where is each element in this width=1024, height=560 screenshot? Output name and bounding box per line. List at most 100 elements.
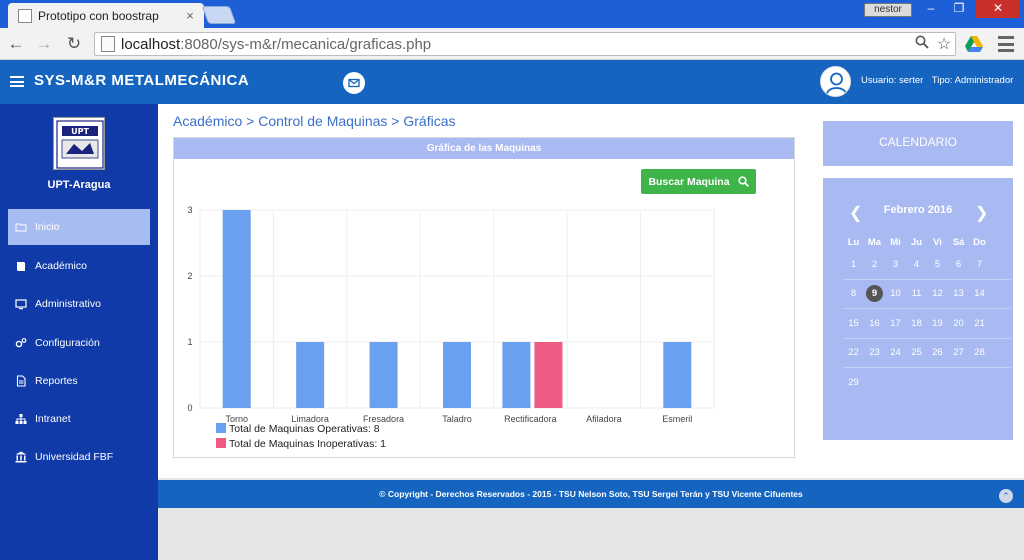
calendar-week-row: 1 2 3 4 5 6 7 <box>843 250 1011 280</box>
calendar-day[interactable]: 13 <box>953 288 964 300</box>
close-window-button[interactable]: ✕ <box>976 0 1020 18</box>
calendar-title: CALENDARIO <box>823 121 1013 166</box>
sidebar-brand: UPT-Aragua <box>47 179 111 191</box>
app-brand[interactable]: SYS-M&R METALMECÁNICA <box>34 72 250 89</box>
university-logo: UPT <box>53 117 105 170</box>
browser-menu-icon[interactable] <box>998 36 1014 52</box>
calendar-day[interactable]: 10 <box>890 288 901 300</box>
sidebar-item-label: Administrativo <box>35 298 101 310</box>
calendar-weekday: Lu <box>847 236 860 248</box>
user-info: Usuario: serter Tipo: Administrador <box>861 75 1019 86</box>
forward-arrow-icon[interactable]: → <box>35 34 53 53</box>
calendar-day[interactable]: 1 <box>850 258 857 270</box>
sidebar-item-reportes[interactable]: Reportes <box>8 363 150 399</box>
legend-swatch <box>216 438 226 448</box>
bar-inoperativas <box>534 342 563 408</box>
calendar-next-icon[interactable]: ❯ <box>975 205 989 222</box>
sidebar-item-intranet[interactable]: Intranet <box>8 401 150 437</box>
calendar-day[interactable]: 12 <box>932 288 943 300</box>
calendar-day[interactable]: 19 <box>932 317 943 329</box>
calendar-day[interactable]: 22 <box>848 347 859 359</box>
calendar-day[interactable]: 9 <box>864 285 885 303</box>
calendar-day[interactable]: 14 <box>974 288 985 300</box>
calendar-day[interactable]: 8 <box>850 288 857 300</box>
user-avatar[interactable] <box>820 66 851 97</box>
browser-tab[interactable]: Prototipo con boostrap × <box>8 3 204 28</box>
legend-swatch <box>216 423 226 433</box>
address-bar[interactable]: localhost:8080/sys-m&r/mecanica/graficas… <box>94 32 956 56</box>
calendar-day[interactable]: 3 <box>892 258 899 270</box>
sidebar-item-label: Reportes <box>35 375 78 387</box>
new-tab-button[interactable] <box>201 6 237 24</box>
calendar-day[interactable]: 4 <box>913 258 920 270</box>
folder-open-icon <box>15 223 27 232</box>
back-arrow-icon[interactable]: ← <box>7 34 25 53</box>
mail-icon[interactable] <box>343 72 365 94</box>
calendar-day[interactable]: 25 <box>911 347 922 359</box>
calendar-weekday: Mi <box>890 236 901 248</box>
calendar-day[interactable]: 15 <box>848 317 859 329</box>
chart-panel: Gráfica de las Maquinas Buscar Maquina 0… <box>173 137 795 458</box>
calendar-day[interactable]: 6 <box>955 258 962 270</box>
calendar-day[interactable]: 21 <box>974 317 985 329</box>
x-tick-label: Taladro <box>442 414 472 424</box>
calendar-week-row: 22 23 24 25 26 27 28 <box>843 339 1011 368</box>
calendar-day[interactable]: 23 <box>869 347 880 359</box>
calendar-day[interactable]: 24 <box>890 347 901 359</box>
page-icon <box>101 36 115 52</box>
hamburger-menu-icon[interactable] <box>10 76 24 87</box>
calendar-weekday: Vi <box>933 236 942 248</box>
search-icon <box>737 176 749 187</box>
browser-user-badge[interactable]: nestor <box>864 3 912 17</box>
zoom-icon[interactable] <box>911 35 933 53</box>
calendar-weekday: Ma <box>867 236 882 248</box>
calendar-day[interactable]: 20 <box>953 317 964 329</box>
bookmark-star-icon[interactable]: ☆ <box>936 36 952 53</box>
y-tick-label: 3 <box>187 205 192 215</box>
calendar-weekday: Do <box>973 236 986 248</box>
calendar-day[interactable]: 16 <box>869 317 880 329</box>
page-bottom-area <box>158 508 1024 560</box>
sidebar-item-universidad-fbf[interactable]: Universidad FBF <box>8 439 150 475</box>
calendar-week-row: 29 <box>843 368 1011 398</box>
calendar-day[interactable]: 2 <box>871 258 878 270</box>
browser-titlebar: Prototipo con boostrap × nestor – ❐ ✕ <box>0 0 1024 28</box>
address-url[interactable]: localhost:8080/sys-m&r/mecanica/graficas… <box>121 35 432 53</box>
scroll-top-icon[interactable]: ⌃ <box>999 489 1013 503</box>
calendar-prev-icon[interactable]: ❮ <box>849 205 863 222</box>
maximize-button[interactable]: ❐ <box>953 1 965 15</box>
svg-text:UPT: UPT <box>71 127 89 136</box>
browser-toolbar: ← → ↻ localhost:8080/sys-m&r/mecanica/gr… <box>0 28 1024 60</box>
calendar-day[interactable]: 27 <box>953 347 964 359</box>
calendar-day[interactable]: 29 <box>848 377 859 389</box>
y-tick-label: 1 <box>187 337 192 347</box>
calendar-day[interactable]: 11 <box>911 288 922 300</box>
chart-panel-title: Gráfica de las Maquinas <box>174 138 794 159</box>
calendar-day[interactable]: 18 <box>911 317 922 329</box>
drive-icon[interactable] <box>965 36 983 52</box>
sidebar-item-configuracion[interactable]: Configuración <box>8 325 150 361</box>
machines-bar-chart: 0 1 2 3 Torno Limadora Fresadora Taladro Rectifi… <box>187 205 715 450</box>
minimize-button[interactable]: – <box>927 1 935 15</box>
sidebar-item-inicio[interactable]: Inicio <box>8 209 150 245</box>
tab-title: Prototipo con boostrap <box>38 8 159 23</box>
x-tick-label: Afiladora <box>586 414 622 424</box>
calendar-day[interactable]: 7 <box>976 258 983 270</box>
sidebar-item-administrativo[interactable]: Administrativo <box>8 286 150 322</box>
app-navbar: SYS-M&R METALMECÁNICA Usuario: serter Ti… <box>0 60 1024 104</box>
search-machine-button[interactable]: Buscar Maquina <box>641 169 756 194</box>
calendar-day[interactable]: 17 <box>890 317 901 329</box>
tab-close-icon[interactable]: × <box>186 8 194 23</box>
calendar-grid: Lu Ma Mi Ju Vi Sá Do 1 2 3 4 5 6 7 8 9 10 11 12 13 14 15 16 17 1… <box>843 234 1011 398</box>
y-tick-label: 2 <box>187 271 192 281</box>
sidebar-item-academico[interactable]: Académico <box>8 248 150 284</box>
page-icon <box>18 8 32 23</box>
calendar-month-label[interactable]: Febrero 2016 <box>883 204 953 216</box>
calendar-day[interactable]: 26 <box>932 347 943 359</box>
sidebar-item-label: Inicio <box>35 221 60 233</box>
calendar-day[interactable]: 28 <box>974 347 985 359</box>
book-icon <box>17 262 25 271</box>
reload-icon[interactable]: ↻ <box>66 34 82 53</box>
calendar-day[interactable]: 5 <box>934 258 941 270</box>
sidebar: UPT UPT-Aragua Inicio Académico Administ… <box>0 104 158 560</box>
